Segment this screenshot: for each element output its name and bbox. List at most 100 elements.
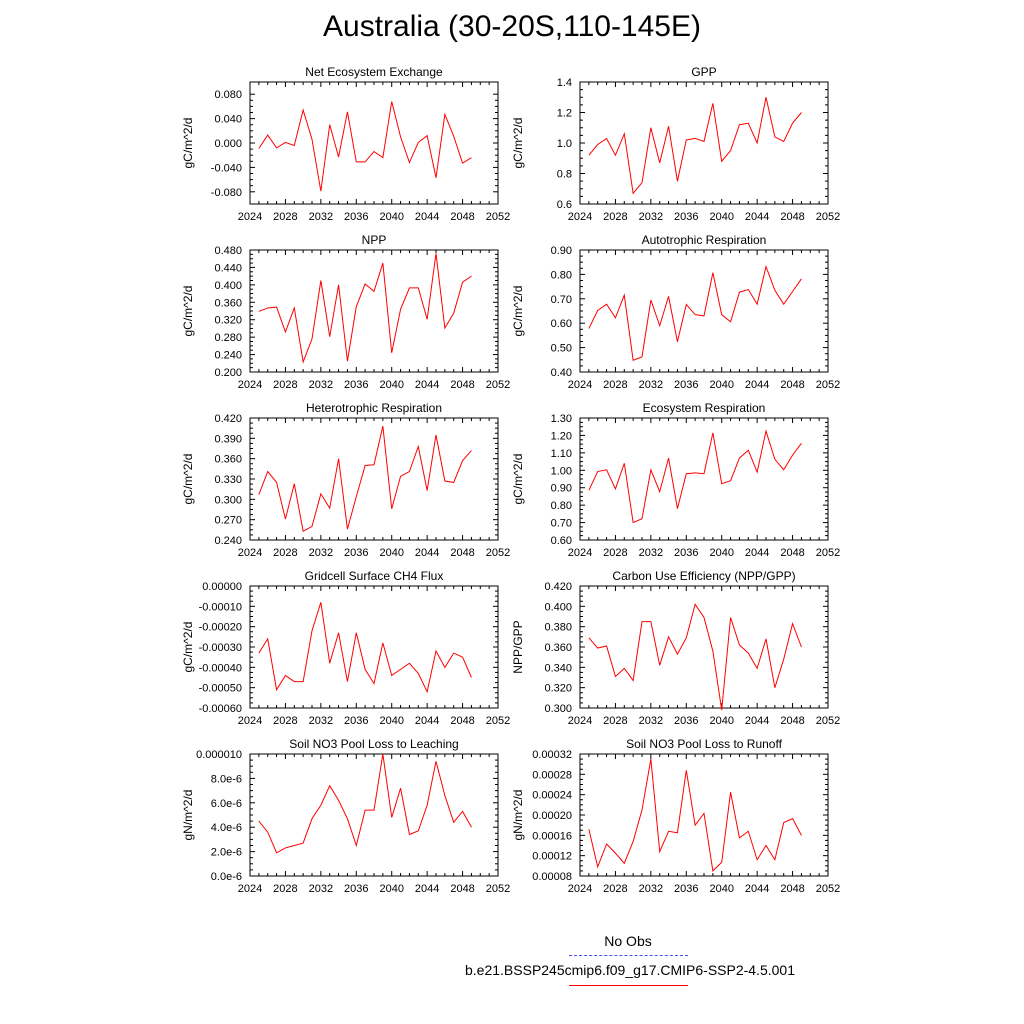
chart-title: Carbon Use Efficiency (NPP/GPP) <box>612 569 795 583</box>
chart-panel-10: Soil NO3 Pool Loss to Runoff gN/m^2/d 2024… <box>511 737 840 895</box>
chart-title: Ecosystem Respiration <box>643 401 766 415</box>
x-tick-label: 2044 <box>415 211 439 223</box>
x-tick-label: 2048 <box>780 547 804 559</box>
series-line <box>258 101 472 192</box>
x-tick-label: 2024 <box>568 547 592 559</box>
plot-frame <box>579 417 829 541</box>
x-tick-label: 2052 <box>816 883 840 895</box>
x-tick-label: 2028 <box>273 883 297 895</box>
x-tick-label: 2032 <box>639 547 663 559</box>
y-tick-label: 1.10 <box>551 448 572 460</box>
y-tick-label: 0.300 <box>544 703 572 715</box>
x-tick-label: 2024 <box>568 883 592 895</box>
x-tick-label: 2028 <box>603 547 627 559</box>
y-tick-label: 0.240 <box>214 350 242 362</box>
y-tick-label: 1.30 <box>551 413 572 425</box>
x-tick-label: 2036 <box>674 715 698 727</box>
y-tick-label: 0.400 <box>544 601 572 613</box>
y-tick-label: -0.00020 <box>199 622 242 634</box>
x-tick-label: 2040 <box>709 211 733 223</box>
y-tick-label: 0.00008 <box>532 871 572 883</box>
y-tick-label: 0.240 <box>214 535 242 547</box>
y-tick-label: 0.90 <box>551 483 572 495</box>
x-tick-label: 2040 <box>709 715 733 727</box>
x-tick-label: 2024 <box>238 883 262 895</box>
y-tick-label: 0.000010 <box>196 749 242 761</box>
y-tick-label: 0.70 <box>551 294 572 306</box>
y-axis-label: NPP/GPP <box>511 620 525 673</box>
y-tick-label: 0.000 <box>214 138 242 150</box>
x-tick-label: 2040 <box>379 547 403 559</box>
series-line <box>588 429 802 524</box>
chart-panel-5: Heterotrophic Respiration gC/m^2/d 2024 202… <box>181 401 510 559</box>
x-tick-label: 2032 <box>639 211 663 223</box>
y-axis-label: gC/m^2/d <box>181 622 195 673</box>
x-tick-label: 2024 <box>238 211 262 223</box>
x-tick-label: 2024 <box>568 211 592 223</box>
x-tick-label: 2052 <box>486 379 510 391</box>
x-tick-label: 2028 <box>603 715 627 727</box>
x-tick-label: 2028 <box>273 547 297 559</box>
y-tick-label: 0.00020 <box>532 810 572 822</box>
x-tick-label: 2024 <box>568 715 592 727</box>
x-tick-label: 2048 <box>780 715 804 727</box>
plot-frame <box>249 249 499 373</box>
x-tick-label: 2040 <box>379 883 403 895</box>
chart-title: Heterotrophic Respiration <box>306 401 442 415</box>
x-tick-label: 2036 <box>344 547 368 559</box>
chart-panel-1: Net Ecosystem Exchange gC/m^2/d 2024 2028 20… <box>181 65 510 223</box>
x-tick-label: 2036 <box>674 547 698 559</box>
chart-title: Soil NO3 Pool Loss to Leaching <box>289 737 458 751</box>
x-tick-label: 2052 <box>486 883 510 895</box>
x-tick-label: 2040 <box>379 211 403 223</box>
y-tick-label: 2.0e-6 <box>211 847 242 859</box>
y-tick-label: -0.00050 <box>199 683 242 695</box>
y-tick-label: -0.080 <box>211 187 242 199</box>
legend-label-model: b.e21.BSSP245cmip6.f09_g17.CMIP6-SSP2-4.… <box>465 962 795 978</box>
y-axis-label: gC/m^2/d <box>181 118 195 169</box>
x-tick-label: 2052 <box>486 547 510 559</box>
x-tick-label: 2040 <box>379 715 403 727</box>
x-tick-label: 2052 <box>486 715 510 727</box>
x-tick-label: 2036 <box>674 379 698 391</box>
x-tick-label: 2052 <box>816 211 840 223</box>
y-tick-label: 0.270 <box>214 515 242 527</box>
x-tick-label: 2024 <box>238 379 262 391</box>
x-tick-label: 2044 <box>745 379 769 391</box>
y-axis-label: gC/m^2/d <box>511 286 525 337</box>
y-tick-label: 0.380 <box>544 622 572 634</box>
y-tick-label: 6.0e-6 <box>211 798 242 810</box>
plot-frame <box>249 417 499 541</box>
x-tick-label: 2032 <box>639 379 663 391</box>
y-tick-label: 0.70 <box>551 518 572 530</box>
x-tick-label: 2032 <box>309 715 333 727</box>
x-tick-label: 2048 <box>450 715 474 727</box>
x-tick-label: 2044 <box>415 379 439 391</box>
x-tick-label: 2052 <box>816 379 840 391</box>
series-line <box>258 602 472 694</box>
x-tick-label: 2036 <box>674 211 698 223</box>
y-tick-label: 0.200 <box>214 367 242 379</box>
series-line <box>588 758 802 872</box>
plot-frame <box>579 81 829 205</box>
y-tick-label: 0.80 <box>551 269 572 281</box>
chart-title: Gridcell Surface CH4 Flux <box>305 569 444 583</box>
y-tick-label: 0.320 <box>214 315 242 327</box>
y-tick-label: 0.00016 <box>532 830 572 842</box>
x-tick-label: 2048 <box>450 883 474 895</box>
y-tick-label: 0.340 <box>544 662 572 674</box>
y-tick-label: 0.360 <box>214 454 242 466</box>
legend-label-obs: No Obs <box>604 933 652 949</box>
plot-frame <box>579 249 829 373</box>
y-tick-label: 0.90 <box>551 245 572 257</box>
y-tick-label: -0.00040 <box>199 662 242 674</box>
y-tick-label: 0.0e-6 <box>211 871 242 883</box>
y-tick-label: 0.50 <box>551 343 572 355</box>
x-tick-label: 2048 <box>780 379 804 391</box>
page-title: Australia (30-20S,110-145E) <box>323 10 701 43</box>
x-tick-label: 2028 <box>603 883 627 895</box>
series-line <box>588 264 802 361</box>
y-tick-label: -0.040 <box>211 162 242 174</box>
y-tick-label: 1.2 <box>557 108 572 120</box>
y-tick-label: 0.390 <box>214 433 242 445</box>
